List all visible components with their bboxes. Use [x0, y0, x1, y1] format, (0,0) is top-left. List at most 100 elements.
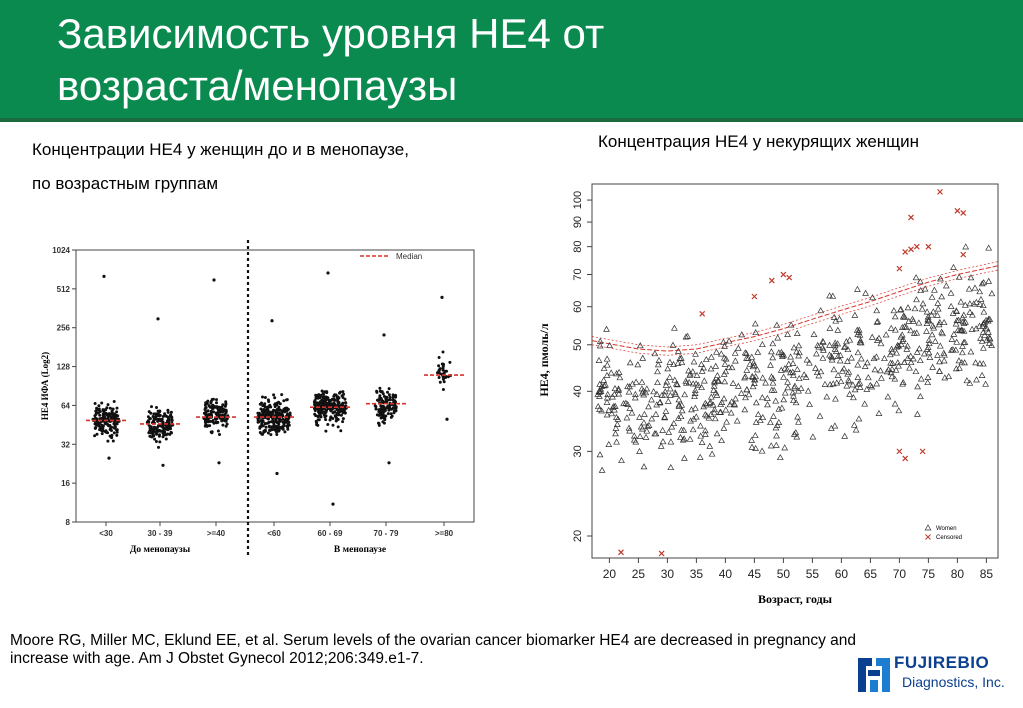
- women-point: [888, 373, 896, 380]
- women-point: [748, 436, 755, 443]
- women-point: [936, 358, 943, 365]
- data-point: [107, 412, 111, 416]
- data-point: [318, 413, 322, 417]
- women-point: [784, 378, 791, 385]
- women-point: [812, 364, 819, 371]
- women-point: [741, 349, 749, 356]
- women-point: [789, 389, 797, 396]
- women-point: [934, 311, 941, 318]
- women-point: [866, 381, 874, 388]
- women-point: [748, 353, 756, 360]
- women-point: [787, 369, 794, 376]
- data-point: [335, 416, 339, 420]
- data-point: [115, 428, 118, 432]
- women-point: [938, 328, 945, 335]
- women-point: [720, 338, 727, 345]
- women-point: [611, 384, 619, 392]
- women-point: [683, 379, 690, 386]
- data-point: [381, 392, 385, 396]
- women-point: [787, 353, 794, 360]
- women-point: [595, 356, 603, 363]
- data-point: [152, 434, 156, 438]
- data-point: [218, 433, 221, 436]
- data-point: [93, 402, 97, 405]
- slide-title-line-1: Зависимость уровня HE4 от: [57, 10, 605, 57]
- women-point: [911, 305, 919, 312]
- women-point: [980, 308, 988, 315]
- women-point: [890, 307, 898, 314]
- data-point: [115, 410, 119, 414]
- women-point: [904, 304, 912, 311]
- women-point: [759, 413, 767, 421]
- women-point: [921, 285, 929, 292]
- women-point: [901, 323, 908, 330]
- women-point: [675, 347, 682, 354]
- data-point: [114, 414, 118, 418]
- women-point: [678, 358, 686, 366]
- data-point: [276, 420, 280, 424]
- x-tick-label: 40: [719, 567, 733, 581]
- slide-title: Зависимость уровня HE4 от возраста/меноп…: [57, 8, 757, 112]
- women-point: [644, 422, 651, 430]
- data-point: [336, 425, 340, 429]
- x-tick-label: 20: [603, 567, 617, 581]
- women-point: [966, 300, 974, 307]
- women-point: [906, 364, 913, 371]
- data-point: [375, 389, 379, 393]
- data-point: [221, 423, 225, 427]
- women-point: [615, 368, 623, 375]
- y-tick-label: 70: [572, 268, 584, 280]
- censored-point: [658, 550, 665, 557]
- women-point: [793, 348, 800, 355]
- women-point: [734, 344, 742, 351]
- women-point: [652, 430, 660, 437]
- women-point: [751, 431, 759, 439]
- women-point: [952, 365, 960, 372]
- data-point: [108, 406, 112, 410]
- x-tick-label: 70: [893, 567, 907, 581]
- x-tick-label: 75: [922, 567, 936, 581]
- women-point: [955, 273, 963, 280]
- women-point: [720, 395, 728, 402]
- women-point: [902, 323, 910, 330]
- women-point: [702, 355, 710, 363]
- data-point: [377, 423, 381, 427]
- women-point: [691, 389, 699, 396]
- women-point: [955, 357, 963, 364]
- women-point: [731, 349, 739, 356]
- data-point: [209, 409, 213, 413]
- women-point: [790, 430, 798, 437]
- women-point: [844, 345, 852, 353]
- women-point: [861, 362, 869, 369]
- y-axis-label: HE4 ИФА (Log2): [40, 352, 50, 420]
- data-point: [106, 431, 110, 435]
- women-point: [701, 427, 709, 434]
- data-point: [324, 418, 328, 422]
- fit-curve-lower: [591, 269, 999, 356]
- women-point: [861, 400, 869, 407]
- women-point: [972, 359, 979, 366]
- women-point: [863, 359, 871, 366]
- data-point: [330, 402, 333, 406]
- women-point: [652, 410, 660, 417]
- women-point: [881, 354, 888, 362]
- data-point: [266, 421, 270, 425]
- women-point: [980, 344, 987, 351]
- women-point: [904, 342, 911, 349]
- data-point: [161, 414, 165, 418]
- data-point: [316, 415, 320, 419]
- women-point: [743, 366, 751, 373]
- data-point: [386, 390, 389, 394]
- women-point: [925, 317, 933, 324]
- data-point: [437, 364, 441, 368]
- women-point: [643, 385, 651, 392]
- women-point: [887, 324, 895, 331]
- data-point: [260, 421, 264, 425]
- fit-curve-upper: [591, 261, 999, 348]
- women-point: [961, 338, 969, 345]
- data-point: [113, 425, 117, 429]
- women-point: [945, 372, 953, 380]
- women-point: [854, 349, 862, 356]
- data-point: [379, 416, 383, 420]
- women-point: [820, 346, 827, 353]
